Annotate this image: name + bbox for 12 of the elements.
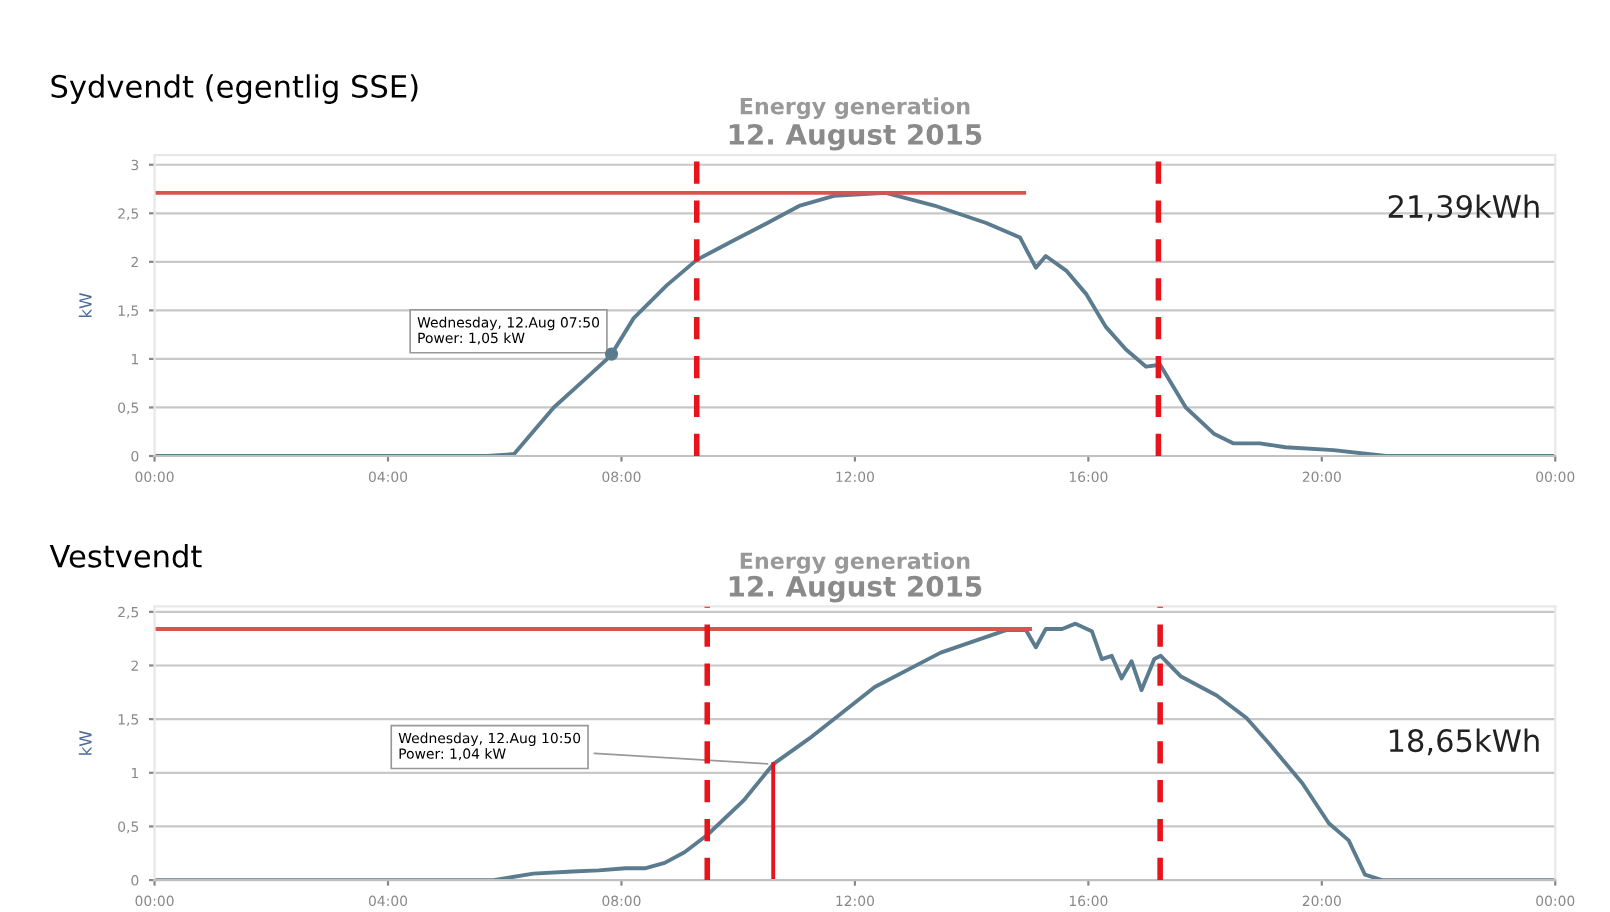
- chart-title: Energy generation: [740, 551, 970, 574]
- line-series: [154, 190, 1556, 456]
- y-axis-title: kW: [78, 730, 92, 755]
- line-series: [154, 621, 1556, 881]
- chart-title: Energy generation: [740, 97, 970, 119]
- annotation: 18,65kWh: [1389, 728, 1539, 756]
- chart-subtitle: 12. August 2015: [729, 575, 982, 603]
- annotation: 21,39kWh: [1388, 194, 1539, 222]
- y-axis-title: kW: [78, 293, 92, 318]
- chart-subtitle: 12. August 2015: [729, 123, 982, 151]
- text: Vestvendt: [49, 544, 202, 568]
- text: Sydvendt (egentlig SSE): [51, 74, 418, 104]
